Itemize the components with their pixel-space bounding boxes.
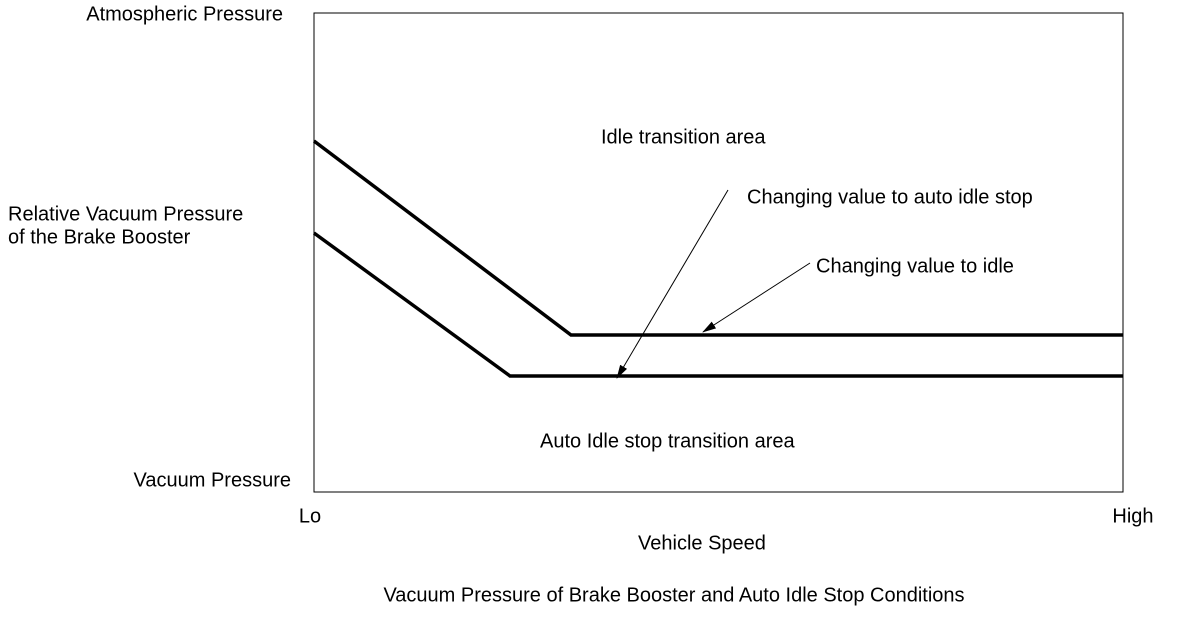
y-axis-label: Relative Vacuum Pressure (8, 203, 243, 225)
x-right-label: High (1112, 505, 1153, 527)
y-axis-label: of the Brake Booster (8, 226, 191, 248)
y-top-label: Atmospheric Pressure (86, 3, 283, 25)
x-axis-label: Vehicle Speed (638, 532, 766, 554)
arrow (702, 262, 811, 333)
annotation: Changing value to idle (816, 255, 1014, 277)
region-label: Auto Idle stop transition area (540, 430, 795, 452)
plot-frame (313, 12, 1124, 493)
annotation: Changing value to auto idle stop (747, 186, 1033, 208)
arrow (616, 189, 729, 379)
auto-idle-stop-threshold-line (312, 231, 1123, 378)
caption: Vacuum Pressure of Brake Booster and Aut… (383, 584, 964, 606)
region-label: Idle transition area (601, 126, 766, 148)
idle-threshold-line (312, 139, 1123, 337)
x-left-label: Lo (299, 505, 321, 527)
y-bottom-label: Vacuum Pressure (134, 469, 291, 491)
